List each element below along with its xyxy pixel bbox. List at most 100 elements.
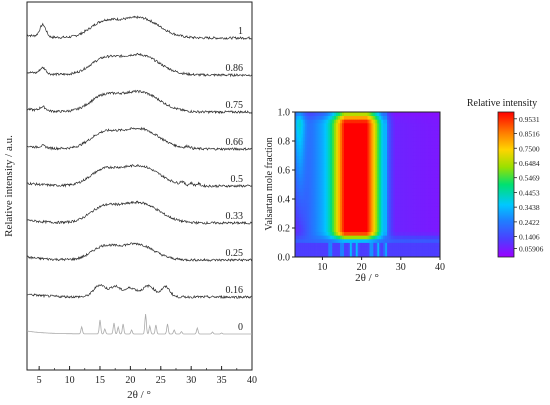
series-label: 0.86 — [226, 63, 244, 74]
heatmap-cell — [351, 173, 355, 178]
heatmap-cell — [379, 224, 382, 229]
heatmap-cell — [338, 209, 341, 214]
heatmap-cell — [328, 231, 331, 236]
heatmap-cell — [342, 137, 345, 142]
heatmap-cell — [396, 166, 400, 171]
heatmap-cell — [347, 202, 351, 207]
heatmap-cell — [314, 231, 317, 236]
heatmap-cell — [392, 130, 396, 135]
heatmap-cell — [383, 217, 386, 222]
heatmap-cell — [340, 238, 343, 243]
heatmap-cell — [295, 199, 298, 204]
heatmap-cell — [308, 199, 312, 204]
heatmap-cell — [391, 155, 394, 160]
heatmap-cell — [396, 151, 400, 156]
heatmap-cell — [420, 199, 423, 204]
heatmap-cell — [345, 249, 349, 254]
heatmap-cell — [367, 180, 370, 185]
heatmap-cell — [357, 141, 361, 146]
heatmap-cell — [355, 119, 359, 124]
heatmap-cell — [340, 141, 343, 146]
heatmap-cell — [340, 202, 343, 207]
heatmap-cell — [359, 224, 363, 229]
heatmap-cell — [381, 112, 384, 117]
heatmap-cell — [404, 253, 408, 257]
heatmap-cell — [426, 231, 429, 236]
heatmap-cell — [396, 202, 400, 207]
heatmap-cell — [340, 155, 343, 160]
heatmap-cell — [296, 213, 300, 218]
heatmap-cell — [438, 209, 440, 214]
heatmap-cell — [385, 217, 388, 222]
heatmap-cell — [355, 242, 359, 247]
heatmap-cell — [359, 166, 363, 171]
heatmap-cell — [365, 151, 368, 156]
heatmap-cell — [398, 249, 402, 254]
heatmap-cell — [347, 217, 351, 222]
heatmap-cell — [343, 231, 347, 236]
heatmap-cell — [381, 220, 384, 225]
heatmap-cell — [434, 162, 437, 167]
heatmap-cell — [308, 238, 312, 243]
heatmap-cell — [432, 184, 435, 189]
heatmap-cell — [398, 119, 402, 124]
heatmap-cell — [408, 206, 412, 211]
heatmap-cell — [365, 220, 368, 225]
heatmap-cell — [404, 177, 408, 182]
heatmap-cell — [381, 184, 384, 189]
heatmap-cell — [396, 137, 400, 142]
heatmap-cell — [389, 151, 392, 156]
heatmap-cell — [434, 195, 437, 200]
heatmap-cell — [408, 180, 412, 185]
heatmap-cell — [318, 217, 321, 222]
heatmap-cell — [430, 155, 433, 160]
heatmap-cell — [428, 184, 431, 189]
heatmap-cell — [424, 141, 427, 146]
heatmap-cell — [369, 170, 372, 175]
heatmap-cell — [377, 195, 380, 200]
heatmap-cell — [404, 115, 408, 120]
heatmap-cell — [336, 217, 339, 222]
heatmap-cell — [408, 202, 412, 207]
heatmap-cell — [379, 166, 382, 171]
heatmap-cell — [420, 209, 423, 214]
heatmap-cell — [314, 188, 317, 193]
heatmap-cell — [406, 155, 410, 160]
heatmap-cell — [369, 137, 372, 142]
heatmap-cell — [412, 220, 415, 225]
heatmap-cell — [438, 220, 440, 225]
heatmap-cell — [420, 112, 423, 117]
heatmap-cell — [381, 126, 384, 131]
heatmap-cell — [332, 191, 335, 196]
colorbar: Relative intensity 0.95310.85160.75000.6… — [467, 98, 544, 258]
heatmap-cell — [408, 162, 412, 167]
heatmap-cell — [398, 228, 402, 233]
heatmap-cell — [320, 137, 323, 142]
heatmap-cell — [326, 217, 329, 222]
heatmap-cell — [392, 141, 396, 146]
heatmap-cell — [353, 130, 357, 135]
heatmap-cell — [432, 137, 435, 142]
heatmap-cell — [345, 151, 349, 156]
heatmap-cell — [424, 242, 427, 247]
heatmap-cell — [355, 144, 359, 149]
heatmap-cell — [300, 170, 304, 175]
heatmap-cell — [328, 148, 331, 153]
heatmap-cell — [345, 199, 349, 204]
heatmap-cell — [328, 249, 331, 254]
heatmap-cell — [402, 235, 406, 240]
heatmap-cell — [406, 133, 410, 138]
heatmap-cell — [334, 122, 337, 127]
heatmap-cell — [410, 159, 413, 164]
heatmap-cell — [298, 206, 302, 211]
heatmap-cell — [314, 148, 317, 153]
heatmap-cell — [392, 195, 396, 200]
heatmap-cell — [416, 188, 419, 193]
heatmap-cell — [306, 206, 310, 211]
heatmap-cell — [389, 126, 392, 131]
heatmap-cell — [326, 206, 329, 211]
heatmap-cell — [345, 177, 349, 182]
heatmap-cell — [324, 173, 327, 178]
heatmap-cell — [400, 173, 404, 178]
heatmap-cell — [434, 137, 437, 142]
